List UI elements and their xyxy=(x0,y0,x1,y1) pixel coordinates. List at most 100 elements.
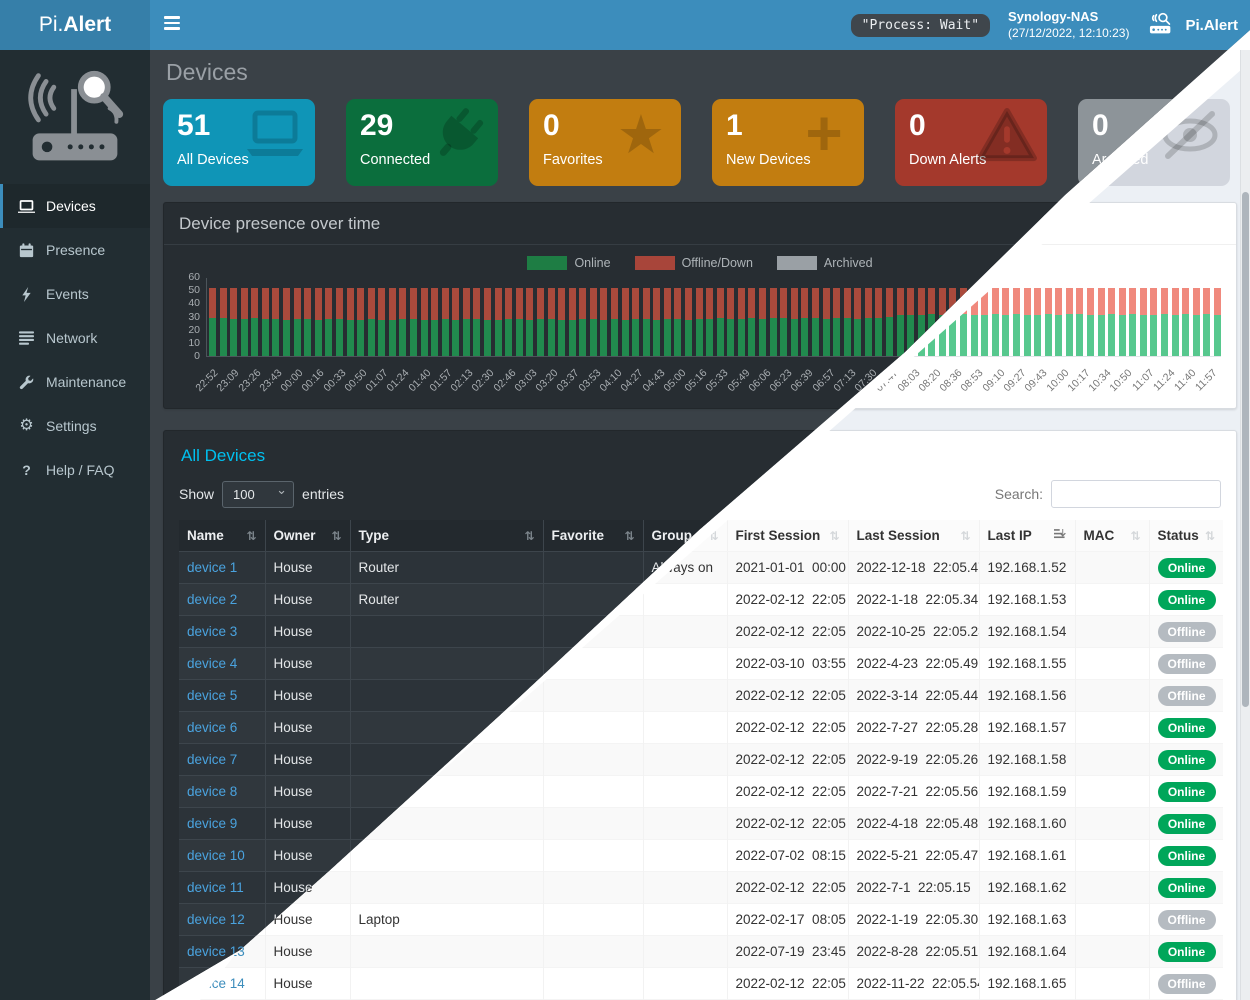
bar-offline-segment xyxy=(1171,287,1179,316)
x-tick-label: 01:07 xyxy=(363,367,391,395)
bar-offline-segment xyxy=(843,287,851,318)
device-link[interactable]: device 7 xyxy=(187,752,238,767)
summary-card-all-devices[interactable]: 51 All Devices xyxy=(163,99,315,186)
status-badge: Offline xyxy=(1157,909,1216,930)
bar-offline-segment xyxy=(399,287,407,320)
column-header-label: Favorite xyxy=(551,528,605,543)
column-header-last-ip[interactable]: Last IP xyxy=(978,520,1075,552)
bar-online-segment xyxy=(1203,313,1211,356)
table-cell-group xyxy=(642,775,727,808)
scrollbar-thumb[interactable] xyxy=(1242,192,1249,707)
device-link[interactable]: device 3 xyxy=(187,624,238,639)
bar-online-segment xyxy=(790,319,798,356)
device-link[interactable]: device 11 xyxy=(187,880,244,895)
summary-card-connected[interactable]: 29 Connected xyxy=(346,99,498,186)
bar-offline-segment xyxy=(1065,287,1073,314)
table-cell-owner: House xyxy=(264,743,350,776)
bar-offline-segment xyxy=(304,287,312,320)
chart-bar xyxy=(1203,287,1211,356)
device-link[interactable]: device 12 xyxy=(187,912,245,927)
table-title: All Devices xyxy=(181,446,266,465)
app-logo[interactable]: Pi.Alert xyxy=(0,0,150,50)
bar-online-segment xyxy=(960,313,968,356)
bar-offline-segment xyxy=(748,287,756,318)
sidebar-item-devices[interactable]: Devices xyxy=(0,184,150,228)
chart-bar xyxy=(981,287,989,356)
chart-legend: Online Offline/Down Archived xyxy=(164,256,1236,270)
page-scrollbar xyxy=(1240,50,1250,1000)
status-cell: Online xyxy=(1148,583,1223,616)
device-link[interactable]: device 8 xyxy=(187,784,238,799)
device-link[interactable]: device 2 xyxy=(187,592,238,607)
x-tick-label: 08:20 xyxy=(916,367,944,395)
device-link[interactable]: device 4 xyxy=(187,656,238,671)
summary-card-new-devices[interactable]: 1 New Devices+ xyxy=(712,99,864,186)
bar-online-segment xyxy=(843,317,851,356)
legend-swatch xyxy=(527,256,568,270)
sidebar-item-network[interactable]: Network xyxy=(0,316,150,360)
bar-offline-segment xyxy=(1076,287,1084,314)
status-cell: Online xyxy=(1148,775,1223,808)
column-header-label: First Session xyxy=(735,528,821,543)
status-cell: Online xyxy=(1148,743,1223,776)
column-header-last-session[interactable]: Last Session ⇅ xyxy=(847,520,979,552)
legend-item-offline-down[interactable]: Offline/Down xyxy=(634,256,753,270)
bar-offline-segment xyxy=(981,287,989,316)
sidebar-item-maintenance[interactable]: Maintenance xyxy=(0,360,150,404)
y-tick-label: 40 xyxy=(188,297,200,310)
column-header-status[interactable]: Status ⇅ xyxy=(1148,520,1223,552)
bar-online-segment xyxy=(409,319,417,356)
status-badge: Online xyxy=(1157,749,1216,770)
table-cell-favorite xyxy=(542,807,643,840)
chart-bar xyxy=(759,287,767,356)
legend-item-online[interactable]: Online xyxy=(527,256,611,270)
device-link[interactable]: device 9 xyxy=(187,816,238,831)
column-header-favorite[interactable]: Favorite ⇅ xyxy=(542,520,643,552)
device-link[interactable]: device 1 xyxy=(187,560,238,575)
x-tick-label: 07:13 xyxy=(831,367,859,395)
chart-bar xyxy=(558,287,566,356)
bar-online-segment xyxy=(1139,315,1147,356)
column-header-owner[interactable]: Owner ⇅ xyxy=(264,520,350,552)
table-cell-group xyxy=(642,839,727,872)
x-tick-label: 10:00 xyxy=(1043,367,1072,395)
table-cell-owner: House xyxy=(264,711,350,744)
chart-bar xyxy=(579,287,587,356)
bar-online-segment xyxy=(811,317,819,356)
device-link[interactable]: device 5 xyxy=(187,688,238,703)
table-cell-last_session: 2022-4-23 22:05.49 xyxy=(847,647,979,680)
sidebar-toggle-icon[interactable] xyxy=(164,16,182,33)
sidebar-item-events[interactable]: Events xyxy=(0,272,150,316)
column-header-first-session[interactable]: First Session ⇅ xyxy=(726,520,848,552)
bar-offline-segment xyxy=(462,287,470,320)
bar-offline-segment xyxy=(737,287,745,320)
status-cell: Offline xyxy=(1148,615,1223,648)
sidebar-item-settings[interactable]: ⚙ Settings xyxy=(0,404,150,448)
entries-select[interactable]: 100 xyxy=(222,480,295,508)
bar-online-segment xyxy=(261,319,269,356)
table-cell-first_session: 2022-02-17 08:05 xyxy=(726,903,848,936)
x-tick-label: 02:13 xyxy=(448,367,476,395)
device-link[interactable]: device 10 xyxy=(187,848,245,863)
search-input[interactable] xyxy=(1051,480,1221,508)
summary-card-down-alerts[interactable]: 0 Down Alerts xyxy=(895,99,1047,186)
status-badge: Online xyxy=(1157,877,1216,898)
table-cell-favorite xyxy=(542,871,643,904)
chart-bar xyxy=(1012,287,1020,356)
bar-online-segment xyxy=(1023,315,1031,356)
status-cell: Offline xyxy=(1148,647,1223,680)
chart-bar xyxy=(293,287,301,356)
legend-swatch xyxy=(776,256,817,270)
status-cell: Online xyxy=(1148,871,1223,904)
bar-offline-segment xyxy=(230,287,238,320)
column-header-mac[interactable]: MAC ⇅ xyxy=(1074,520,1149,552)
chart-bar xyxy=(653,287,661,356)
column-header-type[interactable]: Type ⇅ xyxy=(349,520,543,552)
device-link[interactable]: device 6 xyxy=(187,720,238,735)
sidebar-item-help-faq[interactable]: ? Help / FAQ xyxy=(0,448,150,492)
legend-item-archived[interactable]: Archived xyxy=(776,256,873,270)
chart-bar xyxy=(674,287,682,356)
summary-card-favorites[interactable]: 0 Favorites ★ xyxy=(529,99,681,186)
sidebar-item-presence[interactable]: Presence xyxy=(0,228,150,272)
column-header-name[interactable]: Name ⇅ xyxy=(179,520,265,552)
